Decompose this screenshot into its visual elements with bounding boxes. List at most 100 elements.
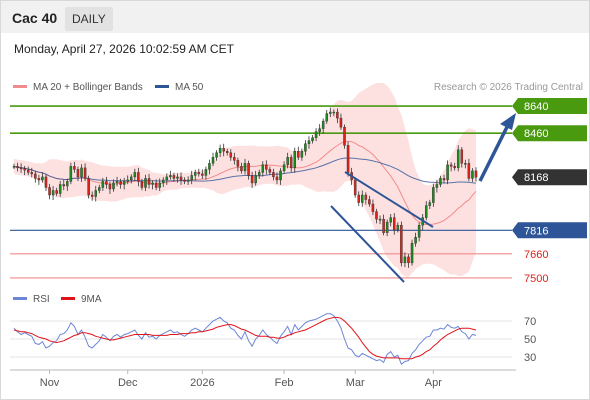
candle bbox=[101, 177, 105, 191]
candle-body bbox=[382, 218, 385, 233]
candle-body bbox=[286, 157, 289, 166]
candle bbox=[83, 163, 87, 182]
chart-header: Cac 40 DAILY bbox=[1, 1, 589, 33]
candle-body bbox=[122, 181, 126, 185]
level-label-8168: 8168 bbox=[524, 172, 548, 184]
candle-body bbox=[94, 190, 97, 197]
candle bbox=[55, 187, 58, 197]
candle bbox=[364, 192, 368, 205]
candle-body bbox=[236, 160, 240, 167]
candle bbox=[247, 160, 250, 180]
candle-body bbox=[30, 172, 34, 175]
candle-body bbox=[87, 178, 90, 196]
candle-body bbox=[279, 170, 282, 181]
candle-body bbox=[357, 194, 360, 203]
candle-body bbox=[66, 181, 69, 187]
candle-body bbox=[108, 184, 112, 190]
candle-body bbox=[428, 202, 432, 206]
candle bbox=[12, 163, 16, 170]
candle bbox=[282, 161, 286, 174]
candle-body bbox=[69, 166, 73, 182]
timeframe-badge[interactable]: DAILY bbox=[65, 7, 113, 31]
candle-body bbox=[144, 178, 147, 188]
candle-body bbox=[105, 181, 108, 185]
candle-body bbox=[311, 137, 314, 141]
candle bbox=[265, 160, 268, 175]
candle bbox=[222, 143, 225, 157]
candle bbox=[400, 221, 403, 267]
candle bbox=[272, 168, 275, 181]
candle bbox=[300, 148, 304, 161]
candle bbox=[410, 239, 414, 266]
legend-label-ma50: MA 50 bbox=[175, 82, 204, 93]
candle-body bbox=[58, 184, 62, 194]
candle-body bbox=[464, 163, 467, 165]
candle bbox=[304, 140, 307, 156]
candle bbox=[453, 162, 456, 171]
candle bbox=[293, 147, 297, 173]
candle bbox=[467, 158, 471, 182]
candle-body bbox=[400, 224, 403, 264]
candle-body bbox=[321, 120, 325, 129]
candle-body bbox=[137, 172, 140, 182]
candle bbox=[456, 145, 460, 172]
candle bbox=[176, 173, 179, 183]
candle bbox=[66, 178, 69, 191]
candle-body bbox=[403, 256, 407, 264]
candle bbox=[471, 168, 474, 182]
candle-body bbox=[229, 152, 233, 158]
level-label-7816: 7816 bbox=[524, 225, 548, 237]
candle bbox=[62, 179, 66, 191]
legend-swatch-9ma bbox=[61, 297, 75, 300]
candle-body bbox=[176, 176, 179, 179]
candle-body bbox=[162, 179, 165, 184]
candle bbox=[218, 144, 222, 158]
candle bbox=[268, 166, 272, 176]
price-pane: 8640 8460 8168 7816 7660 7500 bbox=[10, 82, 587, 285]
rsi-tick-30: 30 bbox=[524, 352, 536, 364]
trend-line-upper bbox=[344, 171, 434, 228]
legend-swatch-ma50 bbox=[155, 85, 169, 88]
candle bbox=[105, 176, 108, 189]
candle-body bbox=[329, 111, 332, 114]
candle-body bbox=[375, 211, 378, 220]
candle-body bbox=[130, 176, 133, 181]
candle-body bbox=[353, 179, 357, 196]
candle-body bbox=[254, 175, 257, 184]
candle-body bbox=[119, 181, 122, 185]
candle-body bbox=[325, 113, 328, 122]
candle bbox=[442, 174, 446, 184]
level-labels: 8640 8460 8168 7816 7660 7500 bbox=[512, 98, 587, 285]
candle bbox=[73, 161, 76, 173]
level-label-8640: 8640 bbox=[524, 101, 548, 113]
level-tag-8168 bbox=[512, 169, 587, 186]
candle bbox=[435, 179, 439, 193]
candle-body bbox=[378, 218, 382, 221]
candle bbox=[275, 172, 279, 185]
candle bbox=[26, 166, 30, 176]
candle bbox=[23, 165, 26, 176]
candle-body bbox=[332, 111, 336, 114]
candle-body bbox=[297, 151, 300, 158]
candle bbox=[115, 176, 119, 187]
candle-body bbox=[215, 152, 218, 158]
legend-label-9ma: 9MA bbox=[81, 294, 102, 305]
main-legend: MA 20 + Bollinger Bands MA 50 Research ©… bbox=[13, 82, 583, 93]
candle-body bbox=[364, 194, 368, 200]
x-tick-label-Mar: Mar bbox=[346, 377, 365, 389]
candle bbox=[16, 162, 19, 172]
legend-credit: Research © 2026 Trading Central bbox=[434, 82, 583, 93]
candle bbox=[133, 168, 137, 182]
candle bbox=[193, 169, 197, 181]
candle bbox=[343, 124, 346, 149]
candle bbox=[424, 201, 428, 221]
rsi-grid bbox=[10, 320, 512, 358]
candle-body bbox=[432, 187, 435, 203]
candle bbox=[382, 214, 385, 236]
candle-body bbox=[12, 166, 16, 168]
candle bbox=[30, 167, 34, 178]
candle bbox=[183, 177, 186, 185]
candle-body bbox=[389, 217, 392, 223]
candle bbox=[208, 159, 211, 175]
x-tick-label-Nov: Nov bbox=[40, 377, 60, 389]
